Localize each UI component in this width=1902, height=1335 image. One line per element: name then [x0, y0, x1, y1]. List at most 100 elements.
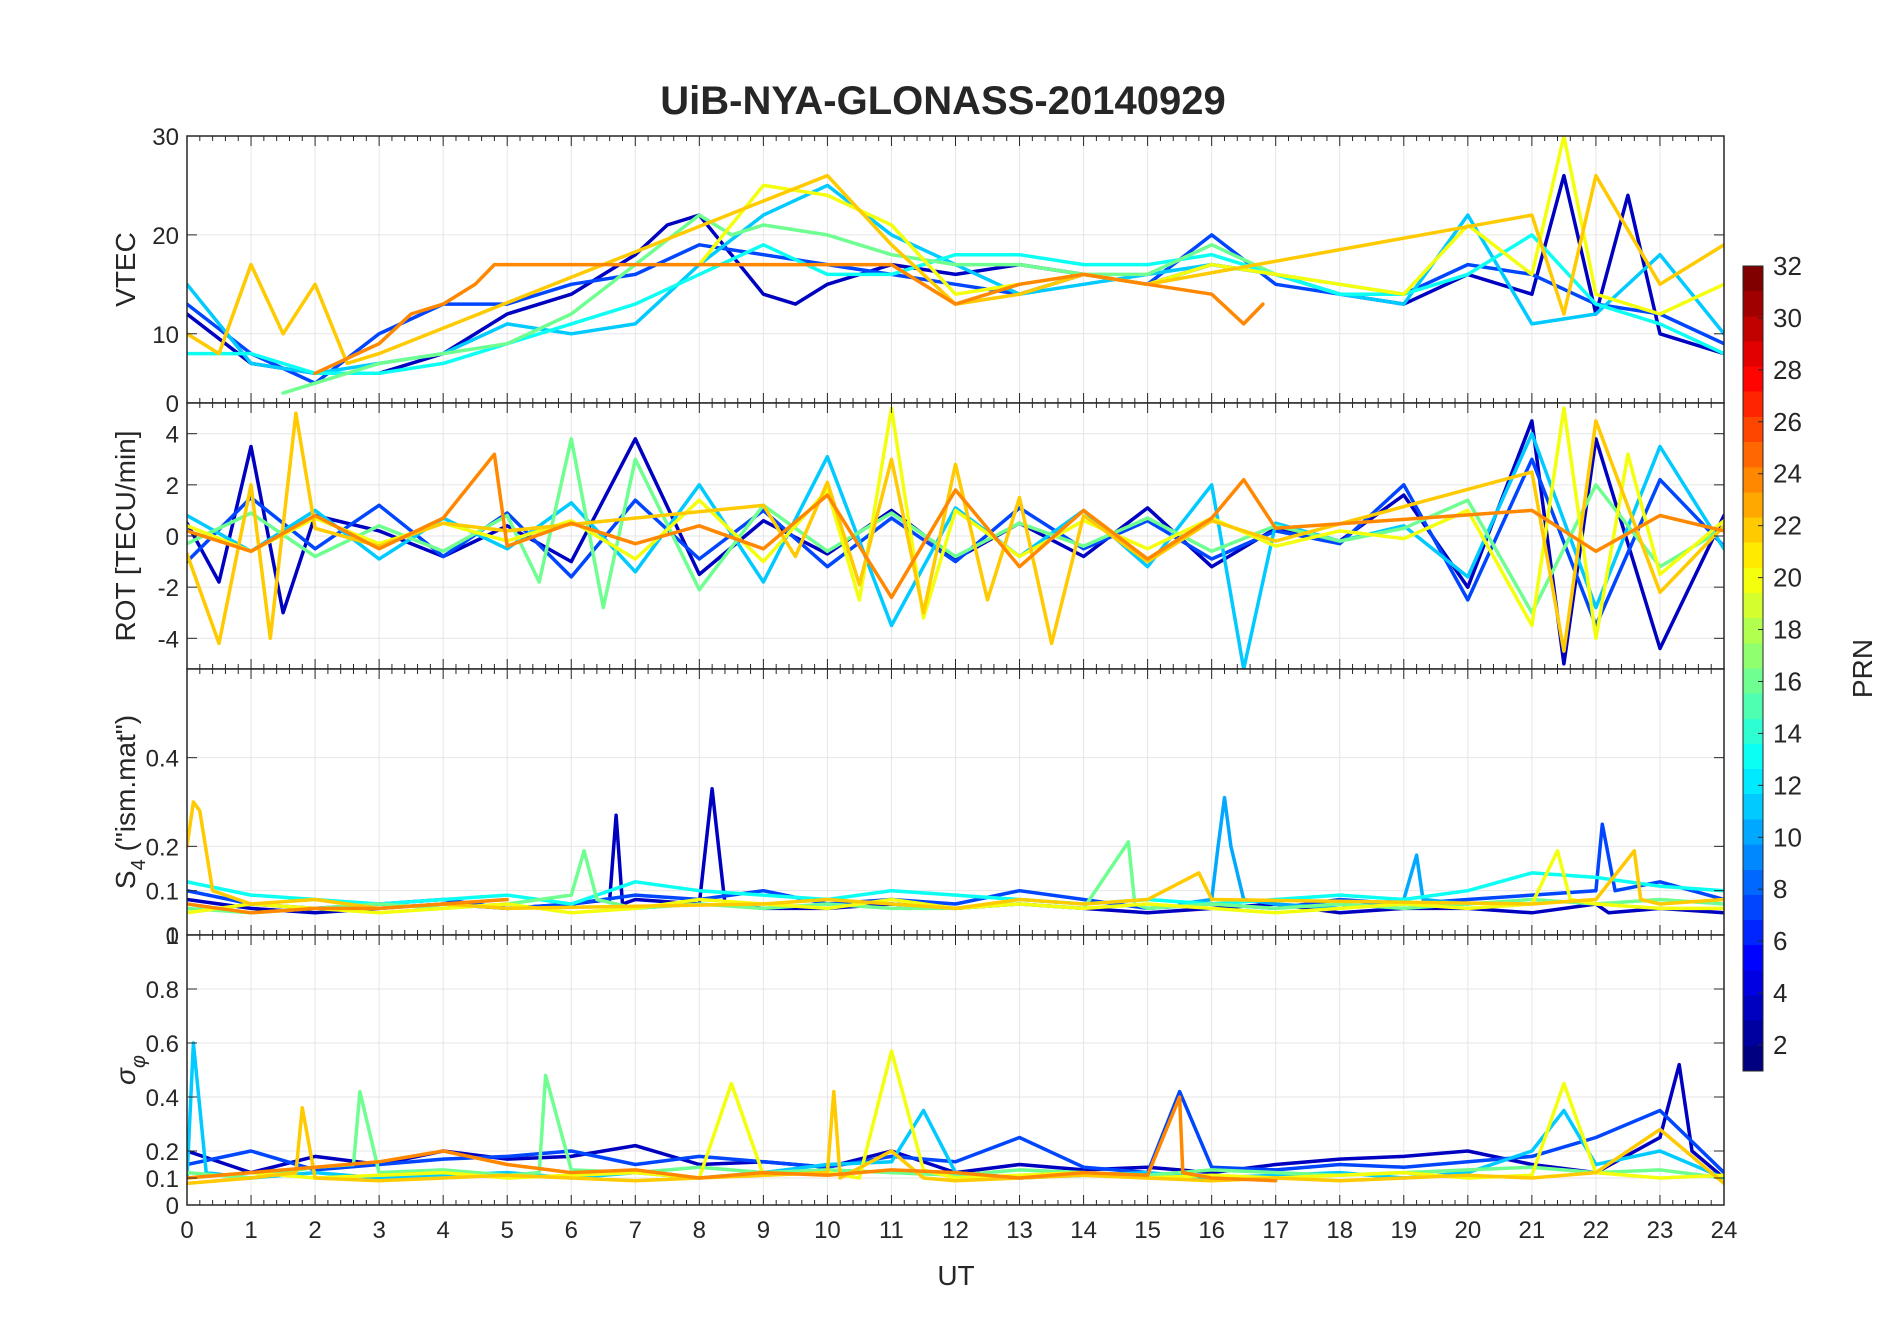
series-line-prn-24 [187, 1095, 1278, 1183]
x-tick-label: 14 [1070, 1217, 1097, 1244]
y-tick-label: 30 [152, 124, 179, 151]
colorbar-tick-label: 6 [1773, 926, 1787, 956]
colorbar-tick-label: 26 [1773, 407, 1802, 437]
chart-title: UiB-NYA-GLONASS-20140929 [660, 79, 1225, 123]
y-tick-label: 4 [166, 422, 179, 449]
y-tick-label: 0 [166, 524, 179, 551]
x-tick-label: 13 [1006, 1217, 1033, 1244]
y-tick-label: 2 [166, 473, 179, 500]
x-tick-label: 22 [1583, 1217, 1610, 1244]
x-tick-label: 5 [501, 1217, 514, 1244]
series-line-prn-24 [187, 897, 509, 915]
y-ticks: 0.1 0.2 0.4 0 [146, 746, 1724, 950]
y-tick-label: 0.1 [146, 1166, 179, 1193]
colorbar-tick-label: 12 [1773, 770, 1802, 800]
x-tick-label: 23 [1647, 1217, 1674, 1244]
series-line-prn-20 [697, 136, 1724, 316]
series-line-prn-16 [187, 437, 1724, 615]
panel-s4: 0.1 0.2 0.4 0 S4 ("ism.mat") [110, 668, 1725, 950]
x-tick-label: 6 [565, 1217, 578, 1244]
x-tick-label: 12 [942, 1217, 969, 1244]
colorbar-tick-label: 28 [1773, 355, 1802, 385]
colorbar-tick-label: 10 [1773, 822, 1802, 852]
x-tick-label: 15 [1134, 1217, 1161, 1244]
y-tick-label: 10 [152, 322, 179, 349]
colorbar-tick-label: 2 [1773, 1030, 1787, 1060]
y-tick-label: 0.1 [146, 879, 179, 906]
series-group [187, 136, 1724, 395]
colorbar-tick-label: 16 [1773, 666, 1802, 696]
x-tick-label: 8 [693, 1217, 706, 1244]
y-tick-label: 0.4 [146, 1085, 179, 1112]
series-group [187, 406, 1724, 669]
colorbar-gradient [1743, 266, 1763, 1071]
panel-rot: -4 -2 0 2 4 0 ROT [TECU/min] [110, 391, 1725, 670]
y-tick-label: 0 [166, 1193, 179, 1220]
panel-vtec: 10 20 30 VTEC [110, 124, 1725, 404]
colorbar-tick-label: 8 [1773, 874, 1787, 904]
x-tick-label: 19 [1390, 1217, 1417, 1244]
x-tick-label: 1 [244, 1217, 257, 1244]
series-line-prn-24 [187, 452, 1724, 600]
x-tick-labels: 0 1 2 3 4 5 6 7 8 9 10 11 12 13 14 15 16 17 18 19 20 21 22 23 24 [180, 1217, 1737, 1244]
y-tick-label: -4 [158, 626, 179, 653]
series-line-prn-3 [187, 173, 1724, 376]
y-axis-label-part: σ [110, 1067, 141, 1085]
x-tick-label: 2 [308, 1217, 321, 1244]
x-tick-label: 0 [180, 1217, 193, 1244]
x-tick-label: 7 [629, 1217, 642, 1244]
x-tick-label: 17 [1262, 1217, 1289, 1244]
colorbar-label: PRN [1847, 639, 1878, 698]
x-tick-label: 4 [436, 1217, 449, 1244]
x-tick-label: 11 [879, 1217, 904, 1244]
colorbar-tick-label: 20 [1773, 563, 1802, 593]
series-line-prn-13 [187, 871, 1724, 906]
y-axis-label: σφ [110, 1055, 150, 1085]
series-line-prn-16 [281, 213, 1406, 395]
y-ticks: 00.10.2 0.4 0.6 0.8 1 [146, 923, 1724, 1220]
series-group [187, 1041, 1724, 1186]
x-ticks [186, 935, 1725, 1205]
x-tick-label: 10 [814, 1217, 841, 1244]
y-axis-label-part: φ [128, 1055, 150, 1068]
y-tick-label: 0.8 [146, 977, 179, 1004]
x-ticks [186, 403, 1725, 669]
series-line-prn-24 [313, 262, 1265, 376]
colorbar-tick-label: 30 [1773, 303, 1802, 333]
x-tick-label: 16 [1198, 1217, 1225, 1244]
colorbar-tick-label: 4 [1773, 978, 1787, 1008]
x-tick-label: 3 [372, 1217, 385, 1244]
x-tick-label: 9 [757, 1217, 770, 1244]
colorbar-tick-label: 18 [1773, 615, 1802, 645]
y-axis-label: ROT [TECU/min] [110, 430, 141, 641]
y-tick-label: 20 [152, 223, 179, 250]
y-axis-label: VTEC [110, 232, 141, 307]
x-ticks [186, 136, 1725, 403]
y-tick-label: 0.6 [146, 1031, 179, 1058]
y-tick-label: 0.4 [146, 746, 179, 773]
series-line-prn-7 [187, 457, 1724, 628]
y-tick-label: 0.2 [146, 834, 179, 861]
y-ticks: 10 20 30 [152, 124, 1724, 349]
series-line-prn-20 [187, 406, 1724, 641]
x-tick-label: 18 [1326, 1217, 1353, 1244]
y-axis-label-part: 4 [128, 859, 150, 870]
x-ticks [186, 669, 1725, 935]
y-tick-label: 1 [166, 923, 179, 950]
x-tick-label: 21 [1519, 1217, 1546, 1244]
series-line-prn-22 [187, 800, 1724, 911]
series-line-prn-22 [187, 411, 1724, 653]
y-ticks: -4 -2 0 2 4 0 [158, 391, 1724, 653]
x-tick-label: 24 [1711, 1217, 1738, 1244]
y-tick-label: 0.2 [146, 1139, 179, 1166]
y-tick-label: 0 [166, 391, 179, 418]
y-axis-label-part: ("ism.mat") [110, 715, 141, 859]
colorbar-tick-label: 14 [1773, 718, 1802, 748]
x-tick-label: 20 [1454, 1217, 1481, 1244]
colorbar-tick-label: 22 [1773, 511, 1802, 541]
